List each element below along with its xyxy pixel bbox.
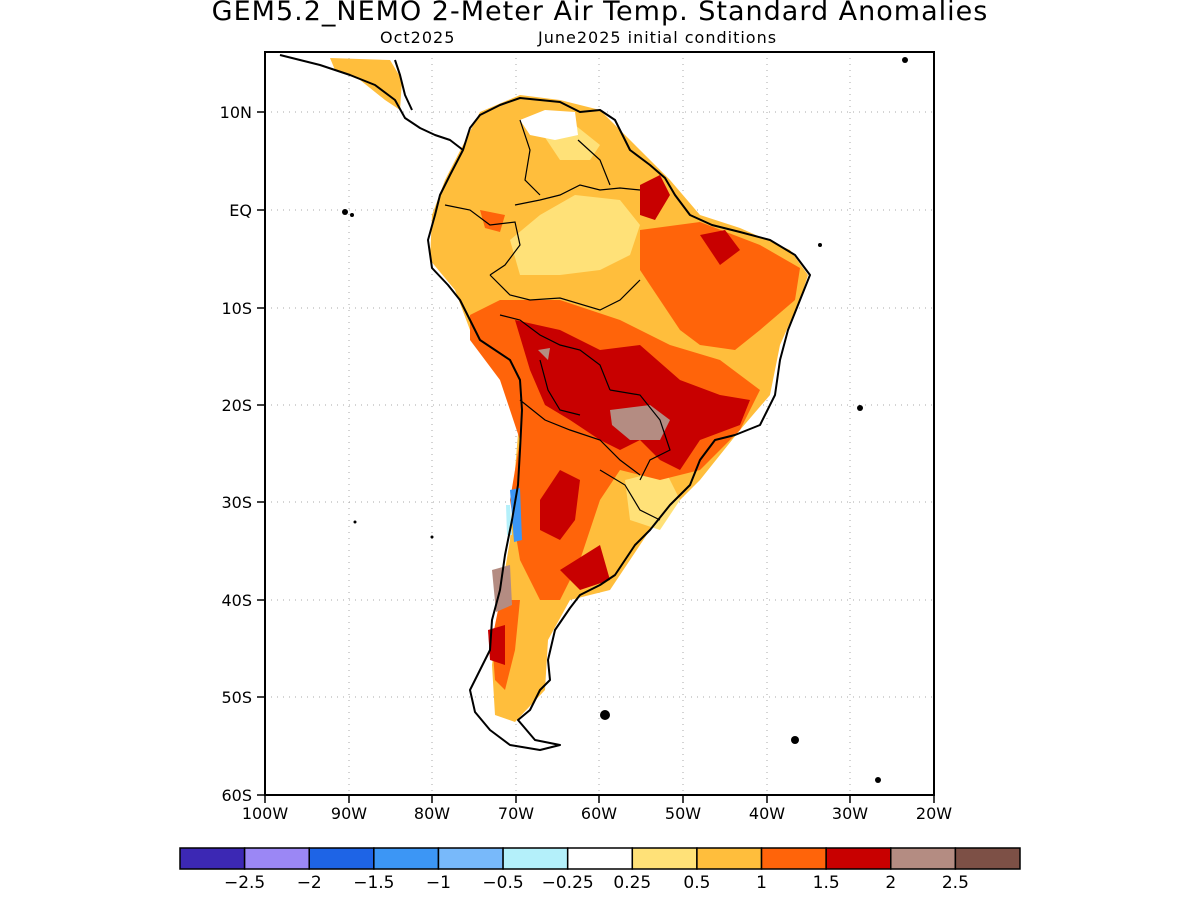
color-bar-swatch	[696, 847, 763, 870]
islands	[342, 57, 908, 783]
anomaly-region-blue-chile	[510, 488, 522, 542]
anomaly-region-red-amazon-delta	[640, 175, 670, 220]
color-bar-label: −2.5	[224, 873, 265, 893]
color-bar-labels: −2.5 −2 −1.5 −1 −0.5 −0.25 0.25 0.5 1 1.5 2 2.5	[224, 873, 969, 893]
anomaly-region-orange-patagonia	[492, 600, 520, 690]
lon-label: 90W	[331, 804, 367, 823]
initial-conditions: June2025 initial conditions	[538, 28, 778, 47]
color-bar-swatch	[760, 847, 827, 870]
central-america-coastline	[279, 54, 464, 151]
lat-label: 60S	[221, 786, 252, 805]
color-bar-label: −0.5	[482, 873, 523, 893]
lat-label: 10S	[221, 299, 252, 318]
color-bar-swatch	[373, 847, 440, 870]
country-borders	[444, 119, 671, 521]
anomaly-region-central-america	[330, 58, 402, 110]
lat-label: 20S	[221, 396, 252, 415]
lon-label: 40W	[749, 804, 785, 823]
color-bar-label: 1.5	[813, 873, 840, 893]
color-bar-label: −2	[297, 873, 322, 893]
color-bar-label: 0.25	[613, 873, 651, 893]
color-bar-swatch	[631, 847, 698, 870]
color-bar-swatch	[890, 847, 957, 870]
anomaly-fields	[330, 58, 808, 722]
axis-ticks	[257, 111, 935, 803]
anomaly-region-white-venezuela	[520, 110, 578, 140]
anomaly-region-yellow-se	[625, 470, 680, 530]
coastlines	[279, 54, 811, 751]
color-bar-swatch	[825, 847, 892, 870]
anomaly-region-red-ne	[700, 230, 740, 265]
south-america-coastline	[427, 97, 811, 751]
color-bar-label: 0.5	[683, 873, 710, 893]
color-bar-label: 2	[885, 873, 896, 893]
anomaly-region-orange-colombia	[480, 210, 505, 232]
anomaly-region-red-bolivia	[515, 320, 750, 470]
anomaly-region-red-patagonia	[488, 625, 505, 665]
lon-label: 80W	[414, 804, 450, 823]
color-bar-swatch	[566, 847, 634, 870]
color-bar-label: −1.5	[353, 873, 394, 893]
lon-label: 70W	[498, 804, 534, 823]
anomaly-region-red-pampas	[560, 545, 610, 590]
color-bar-swatch	[502, 847, 569, 870]
lon-label: 60W	[581, 804, 617, 823]
forecast-month: Oct2025	[380, 28, 456, 47]
anomaly-region-orange-brazil	[640, 222, 800, 350]
map-title: GEM5.2_NEMO 2-Meter Air Temp. Standard A…	[211, 0, 989, 27]
lon-label: 30W	[832, 804, 868, 823]
lat-label: 50S	[221, 688, 252, 707]
anomaly-region-red-argentina	[540, 470, 580, 540]
lon-label: 50W	[665, 804, 701, 823]
color-bar-swatch	[954, 847, 1021, 870]
lat-label: 10N	[220, 103, 252, 122]
central-america-coastline-north	[394, 59, 413, 111]
lat-label: 30S	[221, 493, 252, 512]
color-bar-swatch	[243, 847, 310, 870]
lat-label: 40S	[221, 591, 252, 610]
color-bar-label: −0.25	[542, 873, 594, 893]
color-bar-label: 2.5	[942, 873, 969, 893]
map-content	[265, 52, 934, 795]
color-bar	[179, 847, 1021, 870]
longitude-labels: 100W 90W 80W 70W 60W 50W 40W 30W 20W	[242, 804, 952, 823]
latitude-labels: 10N EQ 10S 20S 30S 40S 50S 60S	[220, 103, 252, 805]
lon-label: 100W	[242, 804, 289, 823]
anomaly-region-yellow-amazon	[510, 195, 640, 275]
anomaly-region-brown-andes	[538, 348, 550, 360]
color-bar-label: −1	[426, 873, 451, 893]
lat-label: EQ	[229, 201, 252, 220]
color-bar-swatch	[437, 847, 504, 870]
lon-label: 20W	[916, 804, 952, 823]
color-bar-swatch	[179, 847, 246, 870]
color-bar-label: 1	[756, 873, 767, 893]
color-bar-swatch	[308, 847, 375, 870]
